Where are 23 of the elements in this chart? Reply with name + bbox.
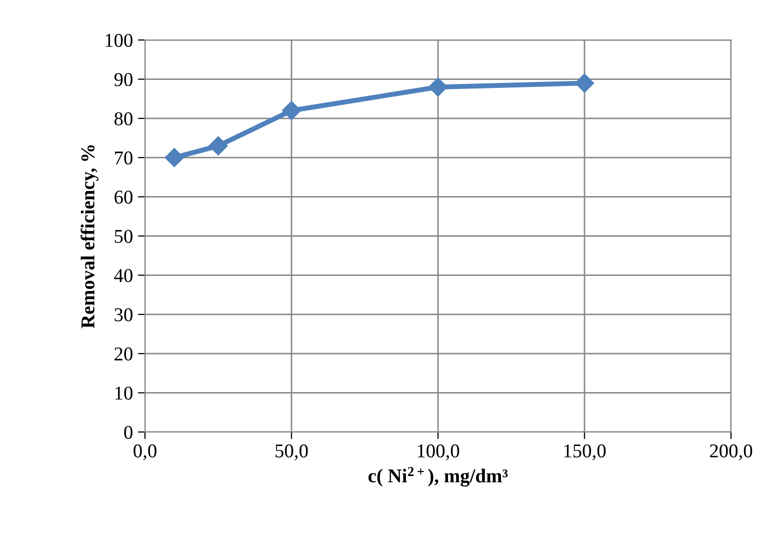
x-tick-label: 50,0 — [276, 444, 308, 460]
y-tick-label: 10 — [115, 386, 132, 400]
point — [282, 101, 302, 120]
point — [164, 148, 184, 168]
point — [208, 136, 228, 156]
y-tick-label: 80 — [114, 112, 132, 126]
y-tick-label: 20 — [114, 347, 132, 361]
y-tick-label: 60 — [114, 190, 132, 204]
point — [574, 74, 594, 93]
x-tick-label: 150,0 — [564, 444, 606, 460]
y-tick-label: 50 — [114, 230, 132, 243]
y-axis-title: Removal efficiency, % — [80, 145, 98, 328]
y-tick-label: 90 — [114, 73, 132, 86]
x-tick-label: 100,0 — [418, 444, 460, 460]
y-tick-label: 70 — [115, 151, 132, 165]
y-tick-label: 30 — [114, 308, 132, 322]
y-tick-label: 0 — [124, 426, 132, 439]
x-tick-label: 200,0 — [710, 444, 752, 460]
y-tick-label: 100 — [106, 34, 132, 47]
x-tick-label: 0,0 — [134, 444, 156, 460]
x-axis-title: c( Ni$^{2+}$), mg/dm³ — [368, 466, 508, 487]
y-tick-label: 40 — [114, 269, 132, 282]
point — [428, 78, 448, 97]
